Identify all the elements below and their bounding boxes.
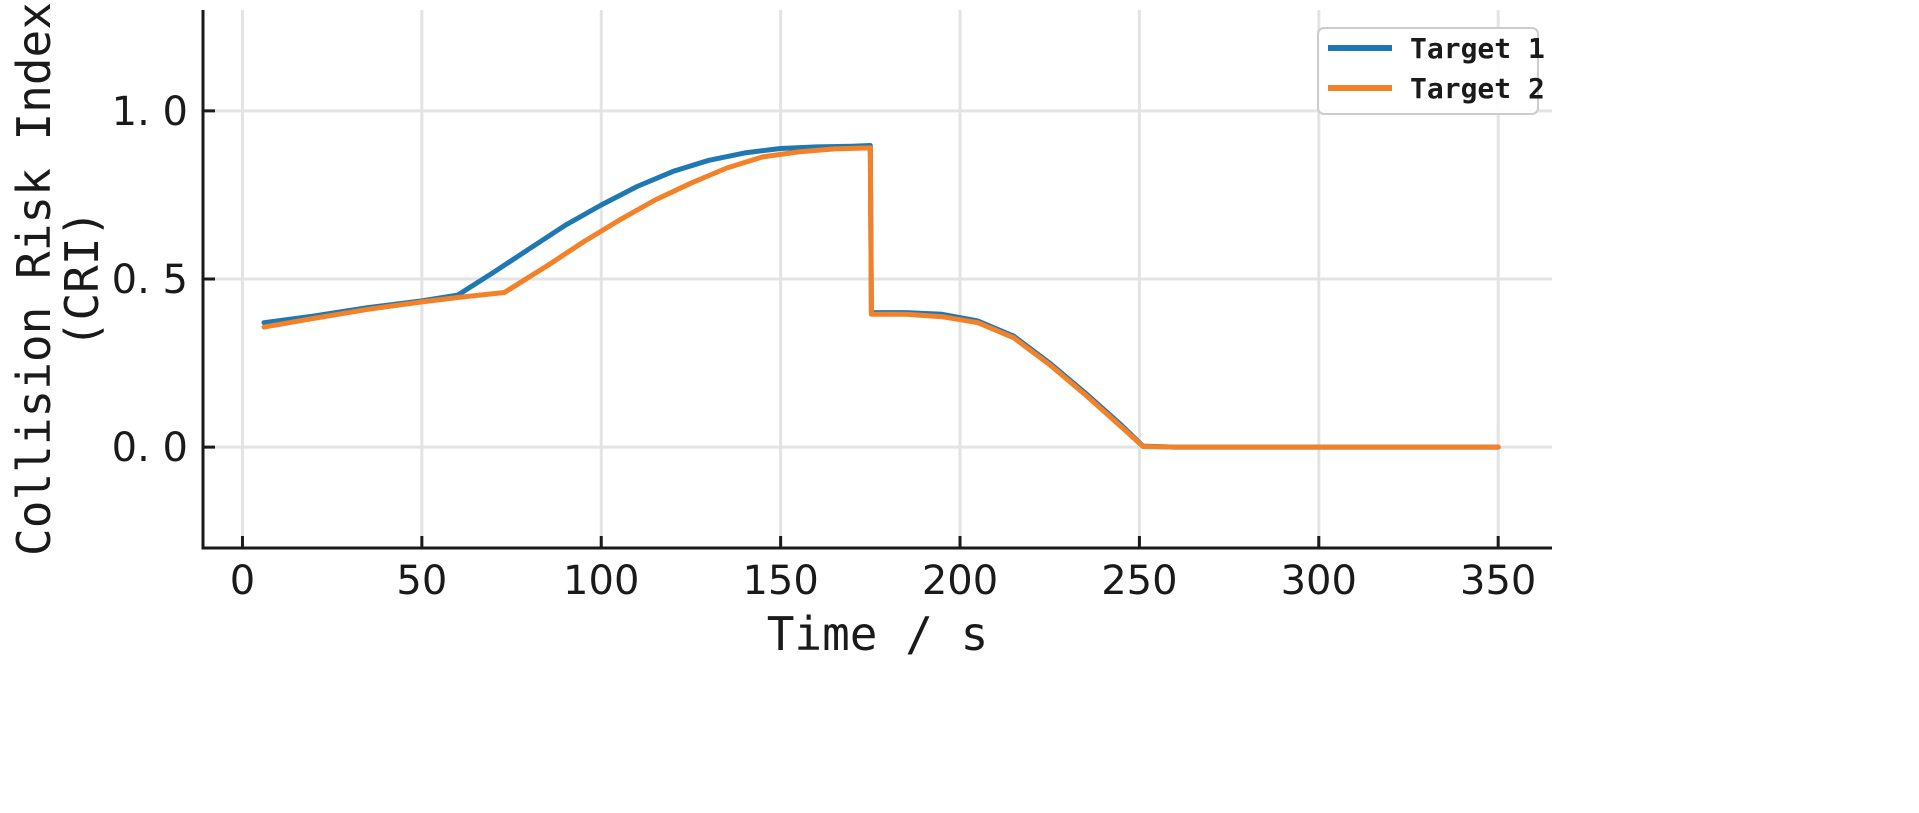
y-tick-label-2: 1. 0 [112, 89, 188, 135]
x-tick-label-1: 50 [396, 558, 447, 604]
x-tick-label-7: 350 [1460, 558, 1536, 604]
tick-labels: 0 50 100 150 200 250 300 350 0. 0 0. 5 1. 0 [112, 89, 1537, 604]
y-tick-label-0: 0. 0 [112, 425, 188, 471]
x-tick-label-4: 200 [922, 558, 998, 604]
x-tick-label-2: 100 [563, 558, 639, 604]
x-tick-label-5: 250 [1101, 558, 1177, 604]
x-axis-title: Time / s [767, 607, 989, 661]
x-tick-label-3: 150 [742, 558, 818, 604]
legend-label-target-2: Target 2 [1410, 72, 1545, 105]
series-line-target-2 [261, 145, 1501, 450]
x-tick-label-0: 0 [230, 558, 255, 604]
legend-label-target-1: Target 1 [1410, 32, 1545, 65]
y-tick-label-1: 0. 5 [112, 257, 188, 303]
legend: Target 1 Target 2 [1317, 27, 1545, 115]
y-axis-title-line-1: Collision Risk Index [7, 2, 61, 556]
x-tick-label-6: 300 [1281, 558, 1357, 604]
y-axis-title: Collision Risk Index (CRI) [7, 2, 109, 556]
tick-marks [203, 109, 1500, 548]
series-lines [261, 143, 1501, 450]
y-axis-title-line-2: (CRI) [55, 210, 109, 348]
